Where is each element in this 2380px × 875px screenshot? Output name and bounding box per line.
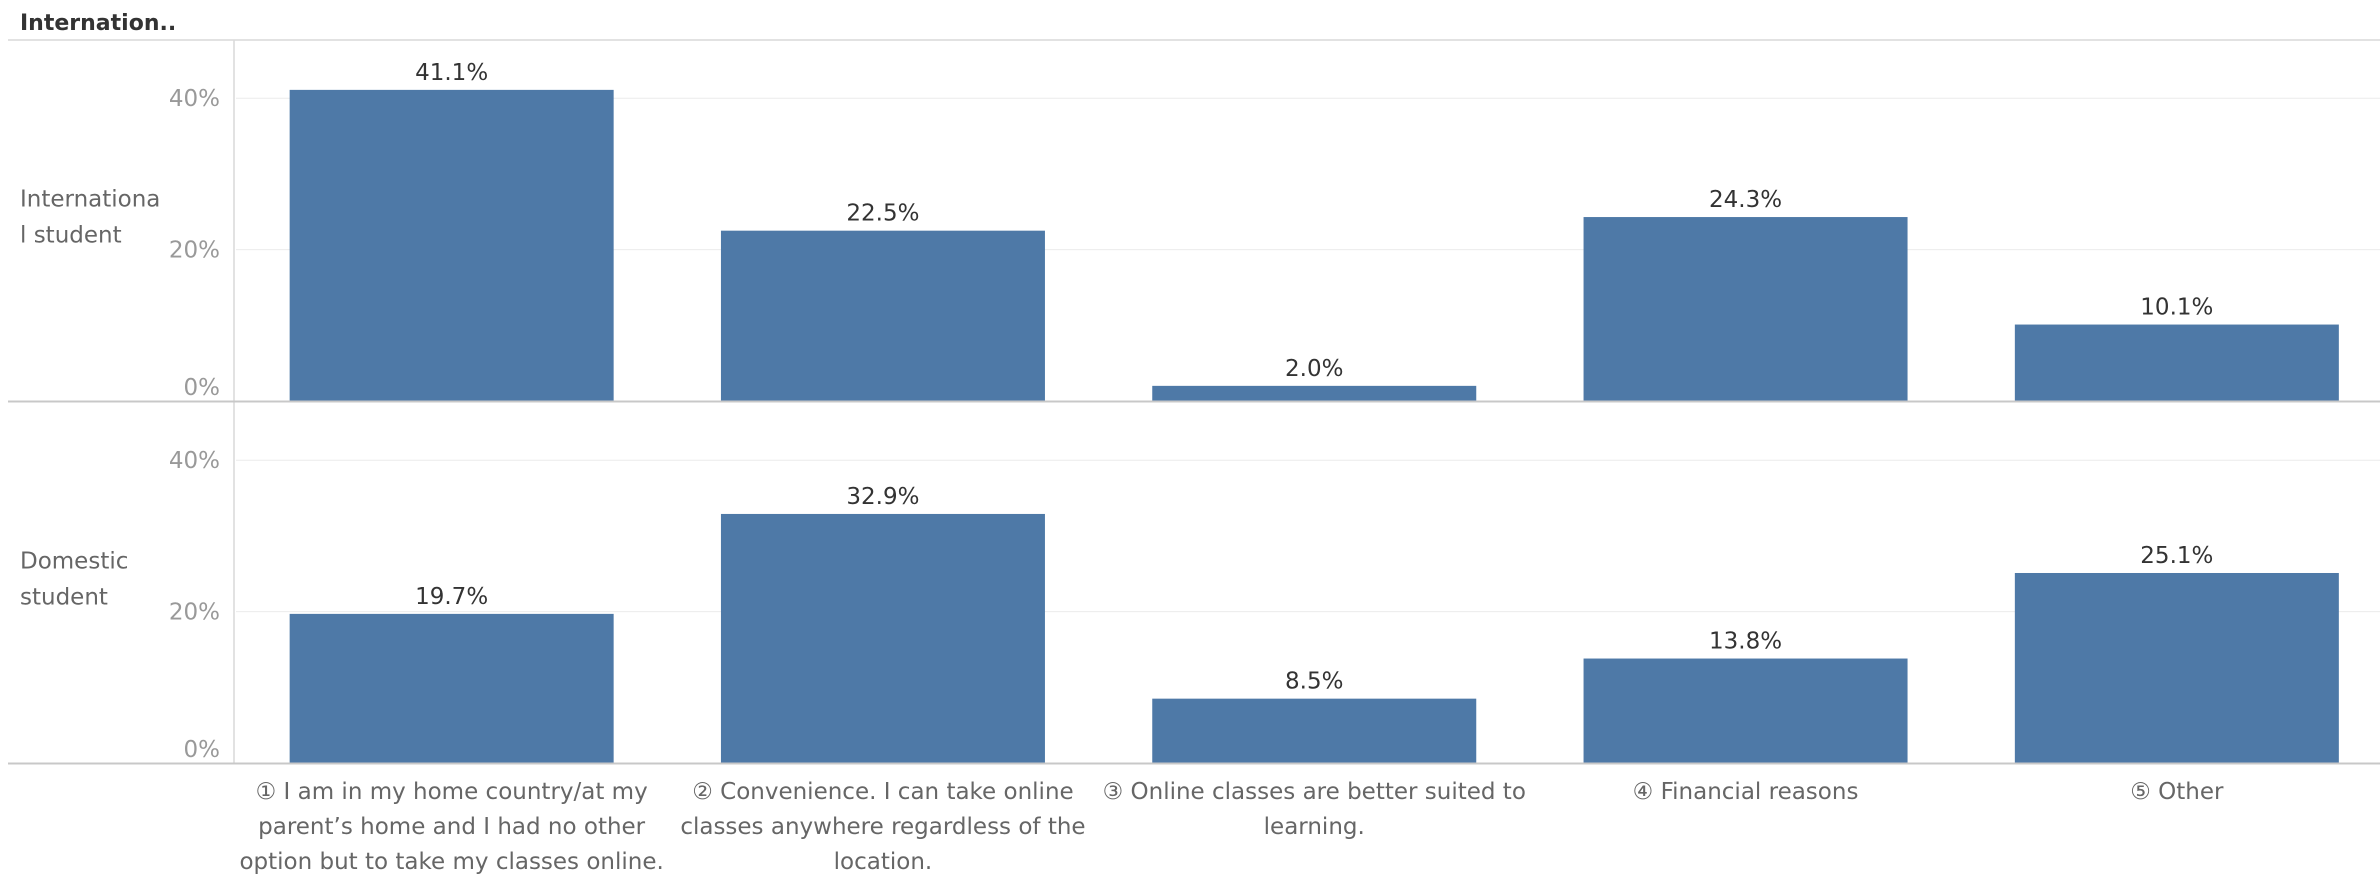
y-tick-label: 40%	[169, 86, 220, 112]
bar	[2014, 324, 2339, 401]
bar	[1152, 698, 1477, 763]
bar	[1152, 385, 1477, 401]
x-category-label: ① I am in my home country/at my	[256, 779, 648, 805]
row-label: student	[20, 585, 108, 611]
x-category-label: classes anywhere regardless of the	[680, 814, 1085, 840]
data-label: 8.5%	[1285, 669, 1343, 695]
data-label: 22.5%	[846, 201, 919, 227]
y-tick-label: 0%	[184, 737, 221, 763]
x-category-label: ④ Financial reasons	[1633, 779, 1859, 805]
data-label: 2.0%	[1285, 356, 1343, 382]
data-label: 19.7%	[415, 584, 488, 610]
bar	[1583, 658, 1908, 763]
data-label: 41.1%	[415, 60, 488, 86]
bar	[2014, 572, 2339, 763]
data-label: 24.3%	[1709, 187, 1782, 213]
sheet-title: Internation..	[20, 11, 176, 36]
row-label: Domestic	[20, 549, 128, 575]
bar	[720, 513, 1045, 763]
x-category-label: ② Convenience. I can take online	[692, 779, 1073, 805]
bar	[289, 613, 614, 763]
x-category-label: option but to take my classes online.	[239, 849, 663, 875]
x-category-label: parent’s home and I had no other	[258, 814, 646, 840]
y-tick-label: 20%	[169, 238, 220, 264]
bar	[1583, 217, 1908, 401]
x-category-label: ⑤ Other	[2130, 779, 2224, 805]
y-tick-label: 20%	[169, 600, 220, 626]
row-label: Internationa	[20, 187, 160, 213]
x-category-label: learning.	[1264, 814, 1365, 840]
data-label: 10.1%	[2140, 295, 2213, 321]
y-tick-label: 0%	[184, 375, 221, 401]
bar	[289, 89, 614, 402]
bar	[720, 230, 1045, 401]
row-label: l student	[20, 223, 122, 249]
y-tick-label: 40%	[169, 448, 220, 474]
data-label: 25.1%	[2140, 543, 2213, 569]
data-label: 13.8%	[1709, 629, 1782, 655]
x-category-label: location.	[834, 849, 933, 875]
data-label: 32.9%	[846, 484, 919, 510]
x-category-label: ③ Online classes are better suited to	[1103, 779, 1526, 805]
